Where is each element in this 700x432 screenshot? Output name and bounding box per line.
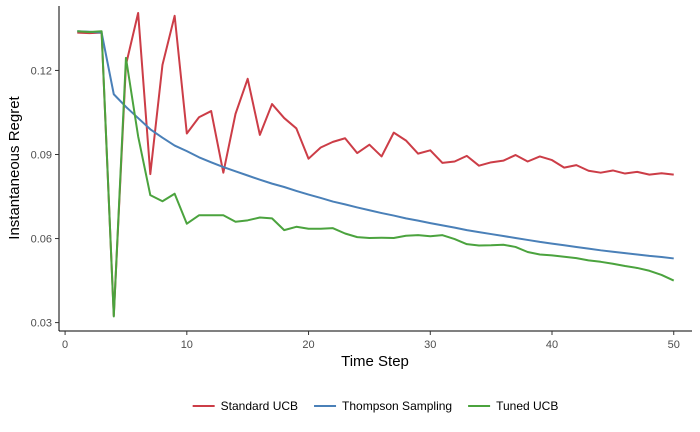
legend-label: Standard UCB — [221, 399, 298, 413]
y-tick-label: 0.12 — [31, 65, 52, 77]
x-tick-label: 20 — [302, 339, 314, 351]
legend-label: Thompson Sampling — [342, 399, 452, 413]
x-tick-label: 10 — [181, 339, 193, 351]
y-tick-label: 0.09 — [31, 149, 52, 161]
series-line-2 — [77, 30, 674, 260]
y-axis-ticks: 0.03 0.06 0.09 0.12 — [31, 65, 59, 330]
y-axis-title: Instantaneous Regret — [6, 95, 23, 239]
series-line-3 — [77, 30, 675, 318]
y-tick-label: 0.03 — [31, 318, 52, 330]
x-tick-label: 40 — [546, 339, 558, 351]
x-tick-label: 50 — [668, 339, 680, 351]
series-line-1 — [77, 12, 674, 317]
x-axis-title: Time Step — [341, 353, 409, 370]
x-axis-ticks: 0 10 20 30 40 50 — [62, 331, 680, 351]
x-tick-label: 0 — [62, 339, 68, 351]
y-tick-label: 0.06 — [31, 234, 52, 246]
legend-label: Tuned UCB — [496, 399, 558, 413]
legend: Standard UCB Thompson Sampling Tuned UCB — [192, 399, 558, 413]
x-tick-label: 30 — [424, 339, 436, 351]
series-lines — [77, 12, 675, 318]
